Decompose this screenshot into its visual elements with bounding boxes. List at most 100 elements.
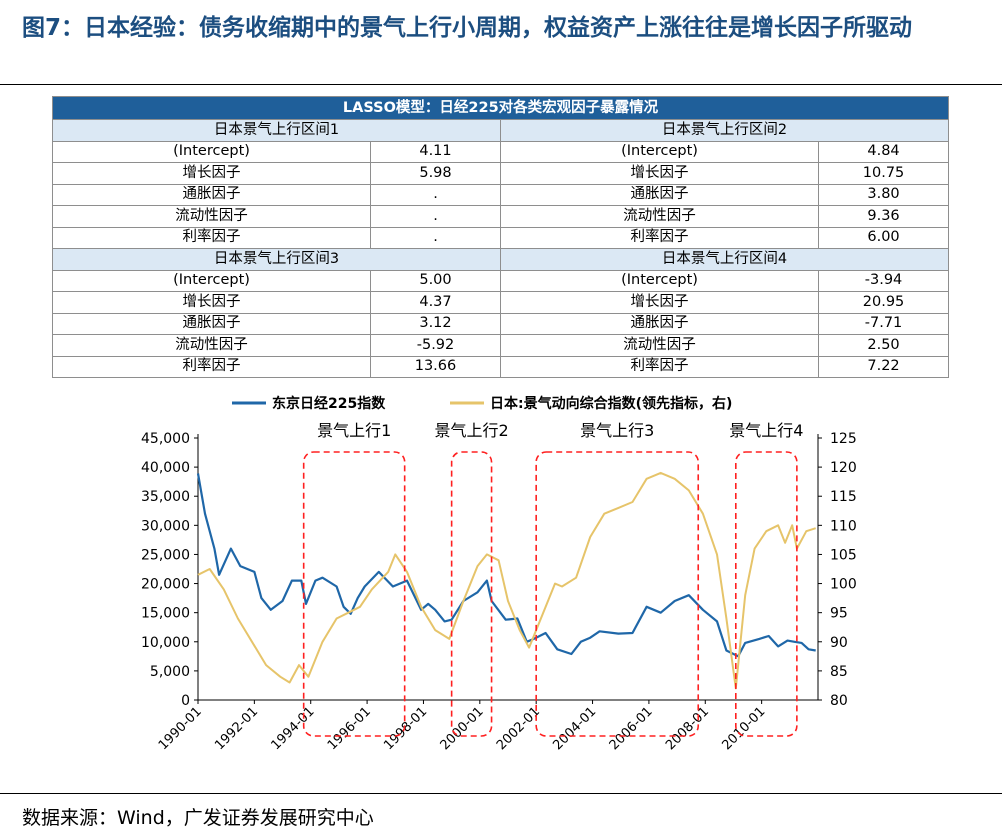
coefficient-cell: 5.00 <box>370 269 501 292</box>
left-tick-label: 20,000 <box>141 577 190 593</box>
factor-name-cell: 增长因子 <box>500 291 819 314</box>
lasso-table: LASSO模型：日经225对各类宏观因子暴露情况 日本景气上行区间1 日本景气上行… <box>51 96 950 378</box>
table-row: 增长因子 4.37 增长因子 20.95 <box>52 291 950 314</box>
table-row: 流动性因子. 流动性因子 9.36 <box>52 205 950 228</box>
dual-axis-line-chart: 东京日经225指数 日本:景气动向综合指数(领先指标，右) 0 5,000 10,000… <box>141 395 857 753</box>
upcycle-period-label: 景气上行1 <box>317 421 391 440</box>
factor-name-cell: (Intercept) <box>500 140 819 163</box>
x-tick-label: 1992-01 <box>212 704 261 753</box>
x-tick-label: 2006-01 <box>607 704 656 753</box>
section-header-row: 日本景气上行区间3 日本景气上行区间4 <box>52 248 950 271</box>
coefficient-cell: -5.92 <box>370 334 501 357</box>
upcycle-period-label: 景气上行3 <box>580 421 654 440</box>
factor-name-cell: 流动性因子 <box>500 205 819 228</box>
coefficient-cell: 4.84 <box>817 140 950 163</box>
factor-name-cell: 增长因子 <box>500 162 819 185</box>
x-tick-label: 2004-01 <box>550 704 599 753</box>
left-tick-label: 45,000 <box>141 431 190 447</box>
upcycle-period-label: 景气上行4 <box>729 421 803 440</box>
right-tick-label: 125 <box>830 431 857 447</box>
figure-title: 图7：日本经验：债务收缩期中的景气上行小周期，权益资产上涨往往是增长因子所驱动 <box>22 15 913 41</box>
table-row: 增长因子 5.98 增长因子 10.75 <box>52 162 950 185</box>
coefficient-cell: 6.00 <box>817 226 950 249</box>
coefficient-cell: . <box>370 226 501 249</box>
table-title: LASSO模型：日经225对各类宏观因子暴露情况 <box>51 96 950 120</box>
right-tick-label: 100 <box>830 577 857 593</box>
bottom-divider <box>0 793 1002 794</box>
factor-name-cell: 利率因子 <box>52 226 371 249</box>
leading-index-line <box>197 471 817 690</box>
right-tick-label: 105 <box>830 547 857 563</box>
left-tick-label: 25,000 <box>141 547 190 563</box>
left-tick-label: 5,000 <box>150 664 190 680</box>
factor-name-cell: 流动性因子 <box>500 334 819 357</box>
factor-name-cell: 通胀因子 <box>52 183 371 206</box>
right-tick-label: 80 <box>830 693 848 709</box>
left-tick-label: 10,000 <box>141 635 190 651</box>
upcycle-period-box <box>735 451 798 737</box>
coefficient-cell: -7.71 <box>817 312 950 335</box>
coefficient-cell: 9.36 <box>817 205 950 228</box>
right-tick-label: 120 <box>830 460 857 476</box>
coefficient-cell: . <box>370 183 501 206</box>
legend-label: 日本:景气动向综合指数(领先指标，右) <box>490 395 732 412</box>
upcycle-period-box <box>535 451 700 737</box>
table-row: 通胀因子 3.12 通胀因子 -7.71 <box>52 312 950 335</box>
table-row: 利率因子. 利率因子 6.00 <box>52 226 950 249</box>
table-row: (Intercept) 4.11 (Intercept) 4.84 <box>52 140 950 163</box>
x-tick-label: 2000-01 <box>438 704 487 753</box>
coefficient-cell: 3.80 <box>817 183 950 206</box>
source-note: 数据来源：Wind，广发证券发展研究中心 <box>22 807 374 829</box>
factor-name-cell: 利率因子 <box>500 226 819 249</box>
factor-name-cell: 通胀因子 <box>500 183 819 206</box>
coefficient-cell: 4.37 <box>370 291 501 314</box>
x-tick-label: 1990-01 <box>156 704 205 753</box>
section-label: 日本景气上行区间3 <box>52 248 501 271</box>
table-header-row: LASSO模型：日经225对各类宏观因子暴露情况 <box>51 96 950 120</box>
factor-name-cell: (Intercept) <box>52 140 371 163</box>
right-tick-label: 115 <box>830 489 857 505</box>
section-label: 日本景气上行区间4 <box>499 248 950 271</box>
factor-name-cell: (Intercept) <box>52 269 371 292</box>
x-tick-label: 1998-01 <box>381 704 430 753</box>
factor-name-cell: 利率因子 <box>500 355 819 378</box>
left-tick-label: 40,000 <box>141 460 190 476</box>
factor-name-cell: (Intercept) <box>500 269 819 292</box>
coefficient-cell: 3.12 <box>370 312 501 335</box>
coefficient-cell: 13.66 <box>370 355 501 378</box>
upcycle-period-box <box>302 451 406 737</box>
coefficient-cell: 20.95 <box>817 291 950 314</box>
coefficient-cell: 10.75 <box>817 162 950 185</box>
x-tick-label: 2008-01 <box>663 704 712 753</box>
section-label: 日本景气上行区间1 <box>52 119 501 142</box>
coefficient-cell: -3.94 <box>817 269 950 292</box>
table-row: 流动性因子 -5.92 流动性因子 2.50 <box>52 334 950 357</box>
x-tick-label: 1994-01 <box>269 704 318 753</box>
coefficient-cell: 4.11 <box>370 140 501 163</box>
table-row: (Intercept) 5.00 (Intercept) -3.94 <box>52 269 950 292</box>
upcycle-period-label: 景气上行2 <box>435 421 509 440</box>
top-divider <box>0 84 1002 85</box>
x-tick-label: 2002-01 <box>494 704 543 753</box>
factor-name-cell: 增长因子 <box>52 162 371 185</box>
factor-name-cell: 流动性因子 <box>52 205 371 228</box>
factor-name-cell: 通胀因子 <box>52 312 371 335</box>
nikkei-225-line <box>196 473 816 658</box>
factor-name-cell: 利率因子 <box>52 355 371 378</box>
x-tick-label: 1996-01 <box>325 704 374 753</box>
left-tick-label: 15,000 <box>141 606 190 622</box>
right-tick-label: 85 <box>830 664 848 680</box>
x-tick-label: 2010-01 <box>719 704 768 753</box>
section-header-row: 日本景气上行区间1 日本景气上行区间2 <box>52 119 950 142</box>
factor-name-cell: 增长因子 <box>52 291 371 314</box>
upcycle-period-box <box>450 451 493 737</box>
right-tick-label: 110 <box>830 518 857 534</box>
table-row: 通胀因子. 通胀因子 3.80 <box>52 183 950 206</box>
right-tick-label: 90 <box>830 635 848 651</box>
table-row: 利率因子 13.66 利率因子 7.22 <box>52 355 950 378</box>
coefficient-cell: . <box>370 205 501 228</box>
section-label: 日本景气上行区间2 <box>499 119 950 142</box>
left-tick-label: 35,000 <box>141 489 190 505</box>
left-tick-label: 30,000 <box>141 518 190 534</box>
coefficient-cell: 5.98 <box>370 162 501 185</box>
